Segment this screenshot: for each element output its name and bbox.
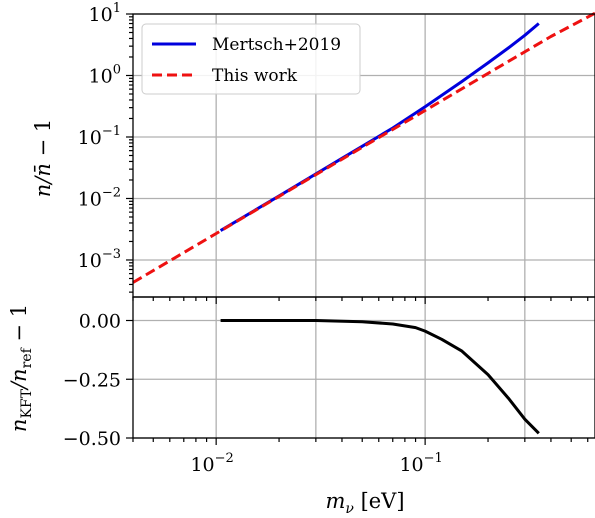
axis-ticks (126, 13, 589, 445)
series-line-ratio (220, 319, 540, 435)
top-y-tick-label: 100 (89, 62, 121, 87)
bottom-y-axis-label: nKFT/nref − 1 (7, 304, 35, 432)
series-line-this-work (132, 11, 595, 284)
bottom-y-tick-label: −0.25 (63, 369, 121, 391)
series-line-mertsch (219, 22, 540, 232)
top-y-tick-label: 10−3 (78, 247, 121, 272)
x-tick-label: 10−1 (399, 451, 442, 476)
legend: Mertsch+2019 This work (141, 23, 361, 95)
top-panel-series (132, 11, 595, 284)
legend-label-this-work: This work (212, 66, 298, 86)
top-y-tick-label: 10−1 (78, 124, 121, 149)
bottom-panel-grid (133, 297, 595, 439)
bottom-y-tick-label: −0.50 (63, 428, 121, 450)
x-tick-label: 10−2 (190, 451, 233, 476)
x-axis-label: mν [eV] (325, 489, 404, 517)
bottom-panel-series (220, 319, 540, 435)
top-y-tick-label: 101 (89, 1, 121, 26)
bottom-y-tick-label: 0.00 (79, 311, 121, 333)
legend-box (141, 23, 361, 95)
bottom-panel-frame (132, 296, 595, 439)
tick-labels: 10−3 10−2 10−1 100 101 0.00 −0.25 −0.50 10−2 10−1 (63, 1, 443, 476)
top-y-axis-label: n/n̄ − 1 (31, 119, 55, 197)
top-y-tick-label: 10−2 (78, 185, 121, 210)
legend-label-mertsch: Mertsch+2019 (212, 35, 341, 55)
